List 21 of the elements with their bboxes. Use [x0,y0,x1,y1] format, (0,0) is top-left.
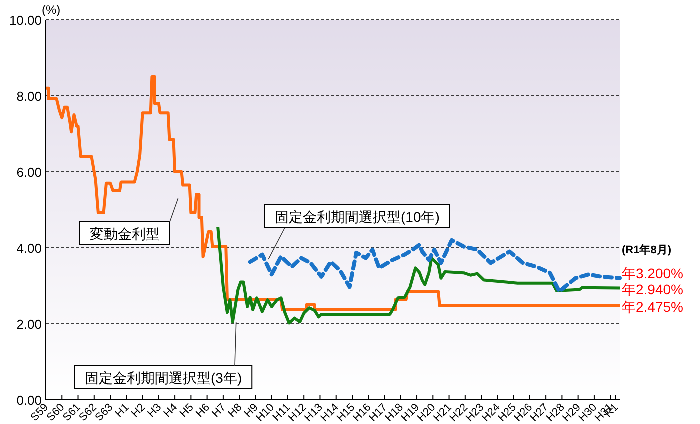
y-tick-label: 2.00 [16,317,42,332]
annotation: 年2.475% [622,298,684,315]
x-tick-label: H2 [129,402,148,420]
x-tick-label: H1 [113,402,132,420]
series-label: 変動金利型 [90,226,160,242]
y-tick-label: 6.00 [16,165,42,180]
x-tick-label: H6 [194,402,212,420]
text: 固定金利期間選択型(3年) [85,370,242,386]
text: (R1年8月) [622,244,672,257]
x-tick-label: H7 [210,402,229,420]
x-tick-label: H5 [178,402,196,420]
annotation: 年2.940% [622,281,684,298]
x-tick-label: H8 [226,402,245,420]
series-label: 固定金利期間選択型(10年) [275,209,440,225]
y-tick-label: 10.00 [9,13,42,28]
y-tick-label: 8.00 [16,89,42,104]
annotation: 年3.200% [622,265,684,282]
x-tick-label: H4 [162,402,180,420]
y-axis-title: (%) [42,3,61,17]
y-tick-label: 4.00 [16,241,42,256]
x-tick-label: H3 [146,402,164,420]
